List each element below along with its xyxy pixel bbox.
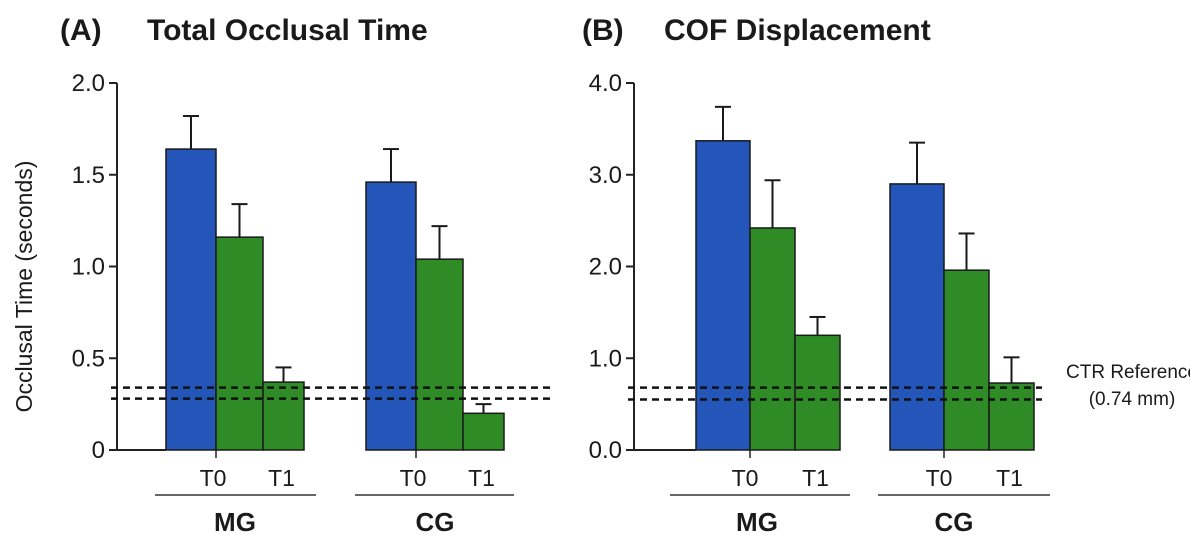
panel-b-group-label: CG	[935, 507, 974, 537]
panel-b-reference-label: CTR Reference	[1066, 362, 1190, 383]
panel-a-group-label: MG	[214, 507, 256, 537]
panel-b-y-tick-label: 4.0	[589, 70, 622, 97]
panel-a-bar	[215, 236, 264, 451]
panel-b-x-tick-label: T1	[996, 465, 1023, 491]
panel-a-y-tick-label: 0.5	[72, 345, 105, 372]
panel-a-bar	[415, 258, 464, 451]
panel-b-bar	[794, 334, 841, 451]
panel-a-y-tick-label: 1.0	[72, 254, 105, 281]
panel-a-y-axis-label: Occlusal Time (seconds)	[11, 161, 37, 413]
panel-b-bar	[988, 382, 1035, 451]
panel-a-bar	[462, 412, 505, 451]
panel-a-bar	[365, 181, 417, 451]
panel-b-reference-label: (0.74 mm)	[1089, 389, 1176, 410]
panel-a-title: Total Occlusal Time	[147, 14, 428, 47]
panel-b-group-label: MG	[736, 507, 778, 537]
panel-a-label: (A)	[60, 14, 102, 47]
panel-b-y-tick-label: 3.0	[589, 162, 622, 189]
panel-a-y-tick-label: 0	[92, 437, 105, 464]
panel-a-x-tick-label: T1	[468, 465, 495, 491]
panel-a-group-label: CG	[416, 507, 455, 537]
panel-b-label: (B)	[582, 14, 624, 47]
panel-a-bar	[262, 381, 305, 451]
panel-b-y-tick-label: 2.0	[589, 254, 622, 281]
panel-b-bar	[943, 269, 990, 451]
panel-a-y-tick-label: 2.0	[72, 70, 105, 97]
panel-b-x-tick-label: T0	[732, 465, 759, 491]
panel-a-x-tick-label: T0	[400, 465, 427, 491]
panel-b-y-tick-label: 0.0	[589, 437, 622, 464]
panel-b-bar	[889, 183, 945, 451]
panel-b-y-tick-label: 1.0	[589, 345, 622, 372]
panel-a-x-tick-label: T1	[268, 465, 295, 491]
panel-b-x-tick-label: T0	[926, 465, 953, 491]
panel-a-bar	[165, 148, 217, 451]
panel-b-bar	[695, 140, 751, 451]
panel-a-x-tick-label: T0	[200, 465, 227, 491]
panel-b-title: COF Displacement	[664, 14, 931, 47]
panel-b-x-tick-label: T1	[802, 465, 829, 491]
panel-a-y-tick-label: 1.5	[72, 162, 105, 189]
panel-b-bar	[749, 227, 796, 451]
